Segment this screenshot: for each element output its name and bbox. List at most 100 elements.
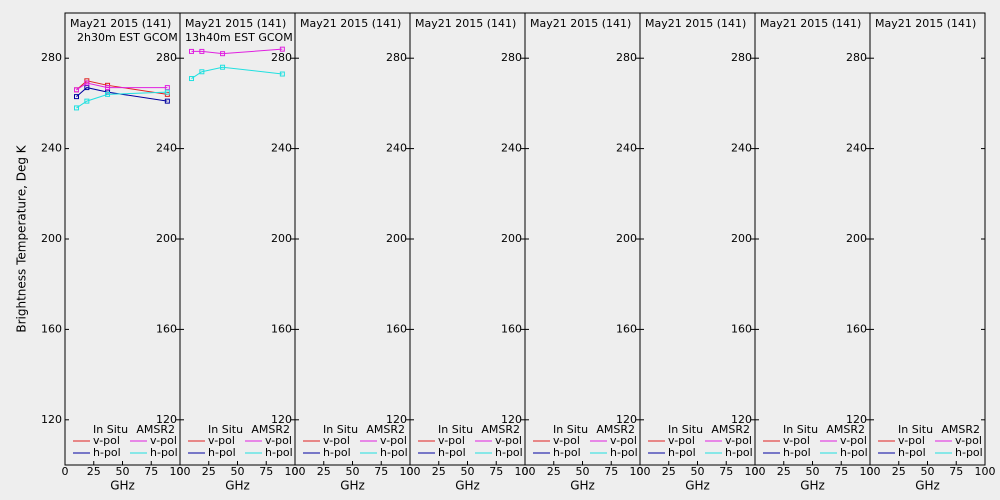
- point-marker: [164, 98, 170, 104]
- x-tick-label: 75: [949, 465, 963, 478]
- x-tick-label: 25: [547, 465, 561, 478]
- panel-title: May21 2015 (141): [760, 17, 861, 30]
- point-marker: [220, 51, 226, 57]
- point-marker: [105, 91, 111, 97]
- x-axis-label: GHz: [685, 479, 710, 493]
- series-line: [76, 87, 168, 102]
- x-tick-label: 0: [637, 465, 644, 478]
- x-tick-label: 75: [374, 465, 388, 478]
- y-tick-label: 120: [156, 413, 177, 426]
- x-tick-label: 25: [662, 465, 676, 478]
- x-tick-label: 25: [317, 465, 331, 478]
- x-tick-label: 75: [259, 465, 273, 478]
- x-tick-label: 100: [745, 465, 766, 478]
- y-tick-label: 280: [386, 51, 407, 64]
- point-marker: [164, 89, 170, 95]
- series-line: [76, 91, 168, 109]
- legend-label: v-pol: [438, 434, 465, 447]
- legend-label: v-pol: [150, 434, 177, 447]
- legend-group: In Situ: [323, 423, 358, 436]
- legend-group: AMSR2: [366, 423, 405, 436]
- y-tick-label: 200: [501, 232, 522, 245]
- point-marker: [84, 85, 90, 91]
- legend-group: AMSR2: [596, 423, 635, 436]
- x-axis-label: GHz: [110, 479, 135, 493]
- y-tick-label: 120: [501, 413, 522, 426]
- y-tick-label: 120: [616, 413, 637, 426]
- x-tick-label: 0: [752, 465, 759, 478]
- panel-subtitle: 13h40m EST GCOM: [185, 31, 293, 44]
- legend-label: v-pol: [610, 434, 637, 447]
- x-tick-label: 50: [461, 465, 475, 478]
- x-tick-label: 100: [285, 465, 306, 478]
- x-tick-label: 25: [892, 465, 906, 478]
- legend-group: In Situ: [898, 423, 933, 436]
- legend-label: h-pol: [495, 446, 523, 459]
- x-tick-label: 75: [604, 465, 618, 478]
- legend-label: v-pol: [898, 434, 925, 447]
- panel-title: May21 2015 (141): [300, 17, 401, 30]
- x-tick-label: 50: [806, 465, 820, 478]
- legend-label: h-pol: [725, 446, 753, 459]
- x-tick-label: 100: [515, 465, 536, 478]
- y-tick-label: 120: [846, 413, 867, 426]
- panel-title: May21 2015 (141): [415, 17, 516, 30]
- x-axis-label: GHz: [225, 479, 250, 493]
- legend-group: In Situ: [783, 423, 818, 436]
- point-marker: [84, 98, 90, 104]
- point-marker: [84, 80, 90, 86]
- x-tick-label: 25: [777, 465, 791, 478]
- y-tick-label: 200: [386, 232, 407, 245]
- panel-title: May21 2015 (141): [645, 17, 746, 30]
- legend-label: v-pol: [208, 434, 235, 447]
- series-line: [191, 48, 283, 55]
- point-marker: [74, 94, 79, 100]
- series-line: [191, 66, 283, 79]
- legend-group: In Situ: [438, 423, 473, 436]
- point-marker: [279, 46, 285, 52]
- y-tick-label: 280: [156, 51, 177, 64]
- panel-title: May21 2015 (141): [875, 17, 976, 30]
- y-tick-label: 120: [41, 413, 62, 426]
- legend-label: h-pol: [840, 446, 868, 459]
- legend-label: v-pol: [265, 434, 292, 447]
- x-axis-label: GHz: [915, 479, 940, 493]
- panel-title: May21 2015 (141): [185, 17, 286, 30]
- y-tick-label: 200: [41, 232, 62, 245]
- legend-group: AMSR2: [136, 423, 175, 436]
- x-tick-label: 0: [407, 465, 414, 478]
- x-tick-label: 100: [975, 465, 996, 478]
- legend-label: v-pol: [93, 434, 120, 447]
- point-marker: [199, 48, 205, 54]
- legend-group: AMSR2: [251, 423, 290, 436]
- panel-subtitle: 2h30m EST GCOM: [77, 31, 178, 44]
- y-tick-label: 240: [386, 142, 407, 155]
- x-axis-label: GHz: [800, 479, 825, 493]
- y-tick-label: 240: [501, 142, 522, 155]
- legend-label: v-pol: [380, 434, 407, 447]
- y-tick-label: 200: [731, 232, 752, 245]
- x-tick-label: 100: [400, 465, 421, 478]
- x-tick-label: 75: [144, 465, 158, 478]
- x-tick-label: 50: [576, 465, 590, 478]
- panel-title: May21 2015 (141): [530, 17, 631, 30]
- x-tick-label: 75: [489, 465, 503, 478]
- point-marker: [279, 71, 285, 77]
- y-tick-label: 160: [271, 322, 292, 335]
- point-marker: [199, 69, 205, 75]
- point-marker: [105, 85, 111, 91]
- series-line: [76, 82, 168, 91]
- x-tick-label: 25: [432, 465, 446, 478]
- legend-label: h-pol: [955, 446, 983, 459]
- legend-label: v-pol: [668, 434, 695, 447]
- y-tick-label: 240: [271, 142, 292, 155]
- y-tick-label: 240: [846, 142, 867, 155]
- y-tick-label: 120: [386, 413, 407, 426]
- legend-label: h-pol: [610, 446, 638, 459]
- legend-label: h-pol: [438, 446, 466, 459]
- x-tick-label: 50: [346, 465, 360, 478]
- legend-label: h-pol: [208, 446, 236, 459]
- legend-group: AMSR2: [711, 423, 750, 436]
